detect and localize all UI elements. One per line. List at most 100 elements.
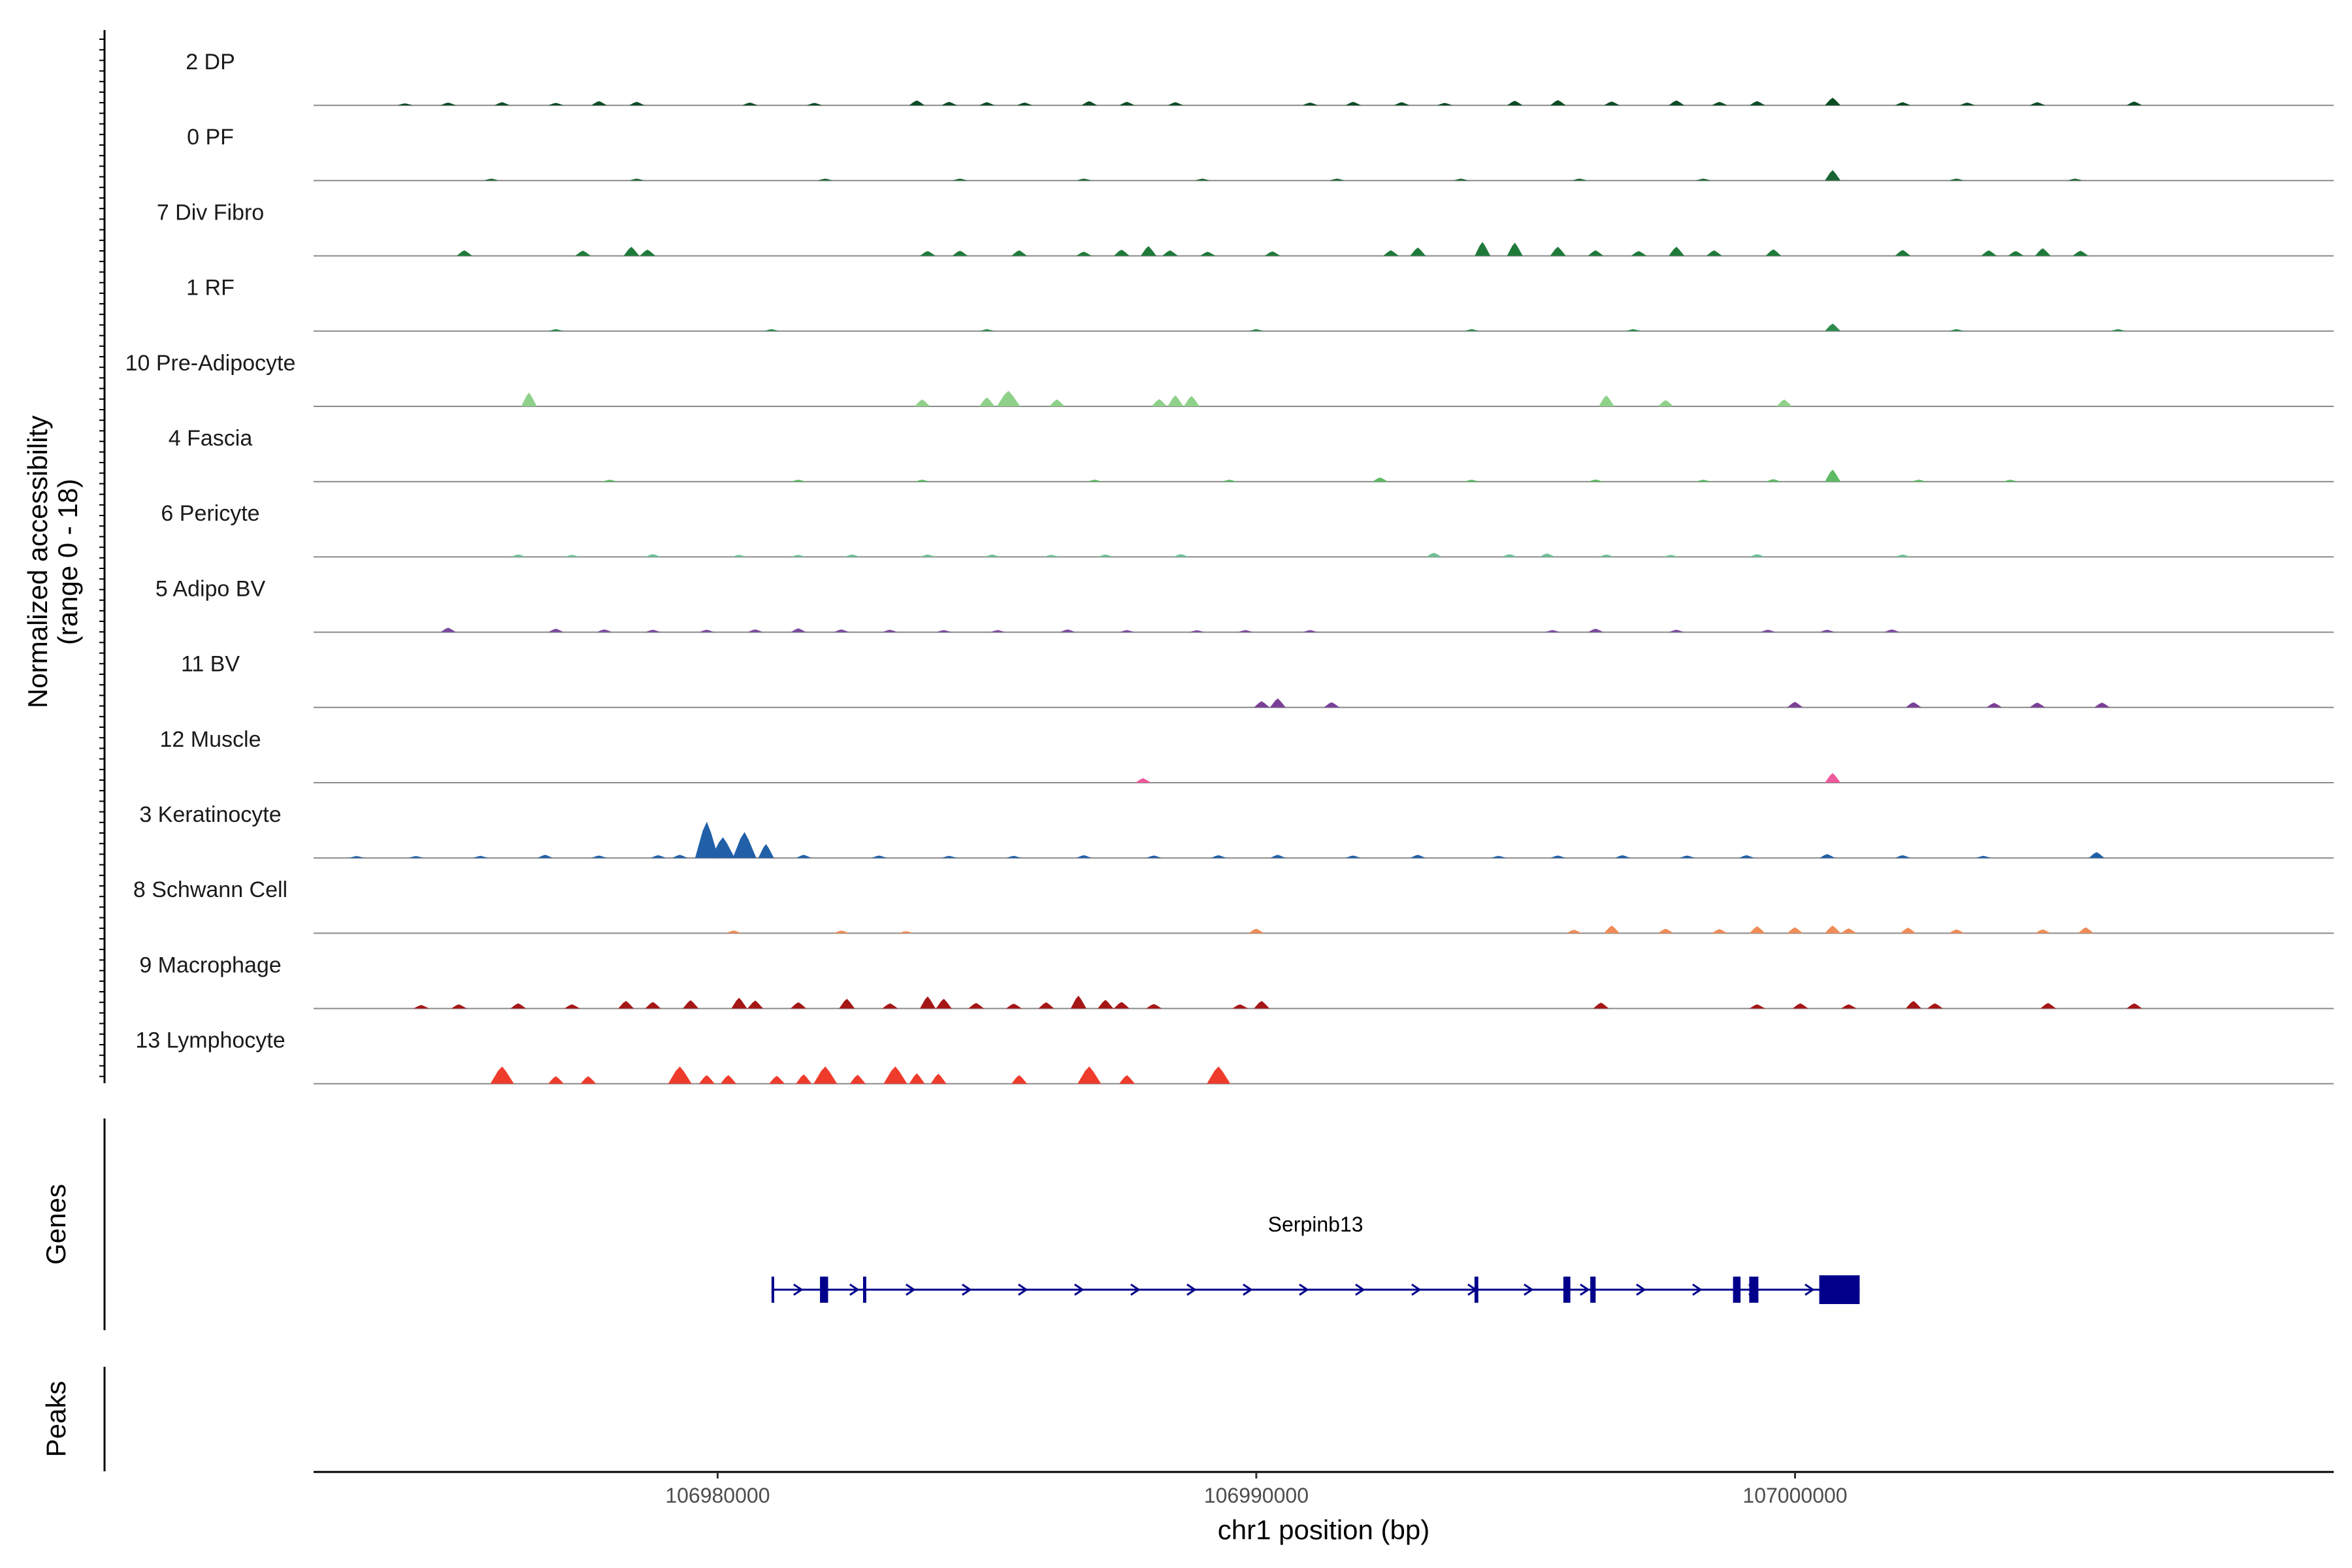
coverage-peak [413, 1005, 429, 1009]
coverage-peak [1329, 178, 1345, 181]
track-label: 7 Div Fibro [157, 200, 264, 225]
coverage-peak [698, 1075, 715, 1084]
coverage-peak [1765, 479, 1782, 482]
coverage-peak [548, 329, 564, 331]
coverage-peak [909, 1073, 925, 1084]
coverage-peak [483, 178, 500, 181]
coverage-peak [2078, 927, 2094, 934]
coverage-peak [1760, 629, 1776, 632]
coverage-peak [834, 629, 849, 632]
x-axis: 106980000 106990000 107000000 chr1 positio… [314, 1471, 2334, 1545]
coverage-peak [731, 555, 747, 557]
coverage-peak [1011, 250, 1028, 256]
coverage-peak [1119, 101, 1135, 106]
track-label: 8 Schwann Cell [133, 877, 287, 902]
strand-arrow [1636, 1283, 1646, 1296]
coverage-peak [1151, 399, 1168, 406]
gene-exon [1733, 1277, 1741, 1303]
coverage-peak [1840, 928, 1857, 934]
strand-arrow [1299, 1283, 1309, 1296]
coverage-peak [1135, 778, 1151, 783]
coverage-peak [618, 1001, 634, 1009]
coverage-peak [456, 250, 472, 256]
coverage-peak [791, 480, 807, 482]
coverage-peak [849, 1075, 866, 1084]
coverage-peak [1539, 553, 1556, 557]
coverage-peak [1658, 400, 1674, 406]
coverage-peak [1264, 251, 1281, 256]
strand-arrow [1074, 1283, 1085, 1296]
coverage-peak [1248, 928, 1264, 934]
coverage-peak [1168, 395, 1184, 406]
coverage-peak [472, 856, 489, 858]
strand-arrow [1018, 1283, 1028, 1296]
track-label: 13 Lymphocyte [135, 1028, 285, 1053]
strand-arrow [1524, 1283, 1534, 1296]
coverage-peak [1895, 250, 1911, 256]
coverage-peak [1302, 630, 1318, 632]
coverage-peak [1184, 396, 1200, 406]
coverage-peak [1070, 996, 1086, 1009]
coverage-peak [726, 930, 742, 934]
coverage-peak [1776, 399, 1792, 406]
coverage-peak [1959, 103, 1976, 106]
coverage-peak [1463, 480, 1480, 482]
coverage-peak [1237, 630, 1254, 632]
gene-exon [1819, 1275, 1860, 1304]
coverage-peak [1076, 252, 1092, 256]
track-8-schwann-cell: 8 Schwann Cell [133, 877, 2334, 934]
coverage-peak [2126, 1003, 2142, 1009]
coverage-peak [1598, 554, 1614, 557]
coverage-peak [941, 101, 957, 106]
coverage-peak [1302, 103, 1318, 106]
coverage-peak [1221, 480, 1237, 482]
gene-label-serpinb13: Serpinb13 [1268, 1213, 1364, 1236]
coverage-peak [1207, 1066, 1231, 1084]
strand-arrow [793, 1283, 804, 1296]
coverage-peak [1544, 630, 1561, 632]
coverage-peak [1765, 249, 1782, 256]
strand-arrow [906, 1283, 916, 1296]
coverage-peak [1598, 395, 1614, 406]
peaks-panel: Peaks [41, 1367, 106, 1471]
coverage-peak [1269, 698, 1286, 708]
coverage-peak [1900, 927, 1916, 934]
coverage-peak [1895, 102, 1911, 106]
coverage-peak [936, 630, 952, 632]
coverage-peak [1168, 102, 1184, 106]
coverage-peak [1948, 929, 1965, 934]
coverage-peak [645, 554, 661, 557]
coverage-tracks: 2 DP 0 PF 7 Div Fibro 1 RF 10 Pre-Adipocyte 4… [125, 50, 2334, 1085]
coverage-peak [1695, 480, 1712, 482]
coverage-peak [1076, 855, 1092, 858]
coverage-peak [1162, 250, 1178, 256]
coverage-peak [1060, 629, 1076, 632]
coverage-peak [1426, 553, 1442, 557]
coverage-peak [1593, 1002, 1609, 1009]
coverage-peak [1173, 554, 1189, 557]
coverage-peak [1254, 1001, 1270, 1009]
coverage-peak [2002, 480, 2019, 482]
coverage-peak [1345, 101, 1362, 106]
coverage-peak [1566, 930, 1582, 934]
coverage-peak [747, 1000, 764, 1009]
coverage-peak [2072, 250, 2089, 256]
coverage-peak [623, 246, 640, 256]
coverage-peak [698, 629, 715, 632]
track-12-muscle: 12 Muscle [160, 727, 2334, 783]
coverage-peak [1625, 329, 1642, 331]
coverage-peak [813, 1066, 838, 1084]
strand-arrow [1411, 1283, 1422, 1296]
coverage-peak [952, 250, 968, 256]
coverage-peak [1194, 178, 1211, 181]
coverage-peak [1631, 251, 1647, 256]
coverage-peak [494, 102, 510, 106]
coverage-peak [711, 837, 735, 858]
coverage-peak [548, 103, 564, 106]
coverage-peak [1712, 929, 1727, 934]
coverage-peak [2126, 101, 2142, 106]
coverage-peak [1706, 250, 1722, 256]
coverage-peak [791, 1002, 807, 1009]
coverage-peak [1787, 927, 1803, 934]
coverage-peak [1200, 252, 1216, 256]
